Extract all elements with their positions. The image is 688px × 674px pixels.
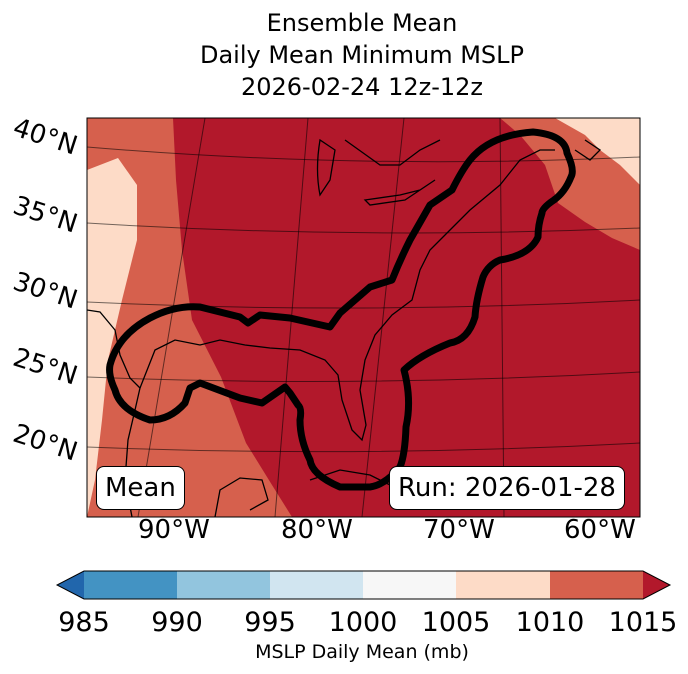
colorbar-995-1000 bbox=[270, 571, 363, 599]
colorbar-1000-1005 bbox=[363, 571, 456, 599]
fill-1005-1010-northeast bbox=[555, 118, 640, 185]
colorbar-tick: 995 bbox=[244, 607, 296, 638]
colorbar-outline bbox=[55, 570, 672, 600]
colorbar-1005-1010 bbox=[456, 571, 550, 599]
fill-1005-1010-west bbox=[87, 158, 137, 517]
title-line-1: Ensemble Mean bbox=[266, 9, 458, 37]
title-line-2: Daily Mean Minimum MSLP bbox=[199, 41, 524, 69]
colorbar-extend-high bbox=[643, 571, 670, 599]
contour-outline bbox=[106, 128, 576, 491]
colorbar-tick: 1000 bbox=[328, 607, 398, 638]
colorbar-tick: 1015 bbox=[608, 607, 678, 638]
lon-label-80w: 80°W bbox=[281, 515, 353, 545]
fill-above-1015 bbox=[173, 118, 640, 517]
run-date-box: Run: 2026-01-28 bbox=[389, 466, 625, 510]
lon-label-90w: 90°W bbox=[138, 515, 210, 545]
colorbar-tick: 1005 bbox=[421, 607, 491, 638]
colorbar-990-995 bbox=[177, 571, 270, 599]
colorbar-label: MSLP Daily Mean (mb) bbox=[255, 641, 469, 663]
colorbar-1010-1015 bbox=[550, 571, 643, 599]
title-line-3: 2026-02-24 12z-12z bbox=[240, 73, 484, 101]
colorbar-tick: 990 bbox=[151, 607, 203, 638]
colorbar-tick: 985 bbox=[58, 607, 110, 638]
colorbar-extend-low bbox=[57, 571, 84, 599]
map-frame bbox=[86, 117, 641, 518]
colorbar-985-990 bbox=[84, 571, 177, 599]
lon-label-60w: 60°W bbox=[564, 515, 636, 545]
lon-label-70w: 70°W bbox=[423, 515, 495, 545]
colorbar bbox=[55, 570, 672, 600]
mean-label-box: Mean bbox=[96, 466, 185, 510]
colorbar-tick: 1010 bbox=[515, 607, 585, 638]
